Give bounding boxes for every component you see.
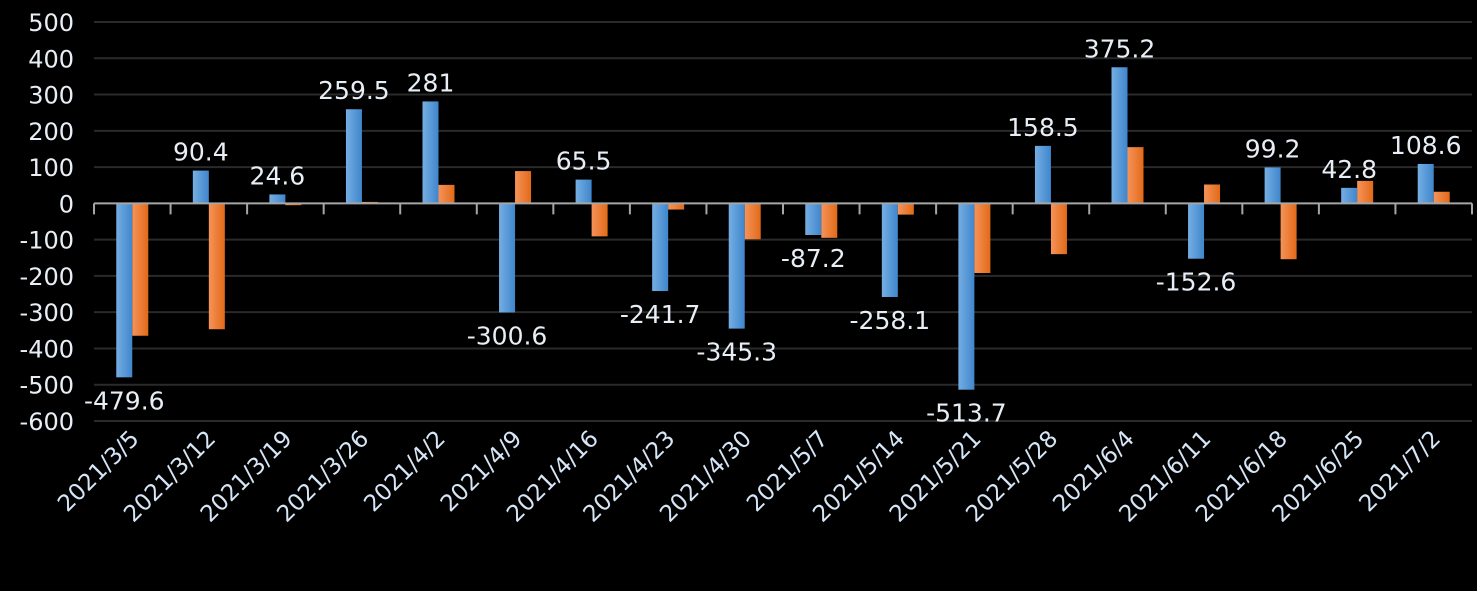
bar-series-1: [1188, 203, 1205, 259]
bar-series-1: [499, 203, 516, 313]
data-label: -345.3: [696, 338, 777, 367]
bar-series-1: [652, 203, 669, 292]
data-label: 108.6: [1390, 131, 1462, 160]
data-label: -152.6: [1156, 268, 1237, 297]
y-tick-label: 200: [28, 118, 74, 146]
bar-series-2: [1357, 180, 1374, 204]
bar-series-1: [345, 109, 362, 204]
bars: [116, 67, 1450, 390]
bar-series-1: [1264, 167, 1281, 204]
y-tick-label: 0: [59, 190, 74, 218]
bar-series-2: [208, 203, 225, 330]
data-label: 24.6: [250, 161, 306, 190]
data-label: -87.2: [781, 244, 846, 273]
bar-series-1: [1111, 67, 1128, 204]
bar-series-1: [1034, 145, 1051, 204]
y-axis: 500 400 300 200 100 0 -100 -200 -300 -400 -500 -600: [20, 9, 74, 436]
data-label: 42.8: [1321, 155, 1377, 184]
data-label: -300.6: [467, 321, 548, 350]
bar-series-1: [116, 203, 133, 378]
data-label: -258.1: [850, 306, 931, 335]
data-label: 375.2: [1084, 34, 1156, 63]
bar-series-1: [1341, 187, 1358, 204]
x-tick-label: 2021/4/2: [359, 426, 450, 517]
data-label: 90.4: [173, 138, 229, 167]
bar-series-2: [1204, 184, 1221, 204]
y-tick-label: -400: [20, 335, 74, 363]
y-tick-label: -600: [20, 408, 74, 436]
data-label: 259.5: [318, 76, 390, 105]
y-tick-label: 500: [28, 9, 74, 37]
bar-series-2: [821, 203, 838, 238]
bar-series-1: [728, 203, 745, 329]
data-label: 99.2: [1245, 134, 1301, 163]
bar-series-1: [805, 203, 822, 235]
y-tick-label: -500: [20, 372, 74, 400]
bar-series-2: [1127, 147, 1144, 204]
data-label: 158.5: [1007, 113, 1079, 142]
bar-series-2: [515, 171, 532, 204]
bar-series-1: [1417, 163, 1434, 204]
bar-series-2: [744, 203, 761, 240]
data-labels: -479.6 90.4 24.6 259.5 281 -300.6 65.5 -241.7 -3…: [84, 34, 1462, 427]
y-tick-label: 400: [28, 45, 74, 73]
y-tick-label: 300: [28, 82, 74, 110]
y-tick-label: -300: [20, 299, 74, 327]
data-label: -479.6: [84, 386, 165, 415]
bar-series-2: [897, 203, 914, 215]
gridlines: [94, 21, 1472, 422]
bar-series-1: [422, 101, 439, 204]
y-tick-label: 100: [28, 154, 74, 182]
bar-series-2: [1433, 191, 1450, 204]
bar-series-1: [958, 203, 975, 390]
data-label: -513.7: [926, 399, 1007, 428]
data-label: 65.5: [556, 147, 612, 176]
bar-series-2: [668, 203, 685, 210]
bar-series-1: [575, 179, 592, 204]
bar-series-2: [974, 203, 991, 274]
bar-series-2: [591, 203, 608, 237]
bar-series-2: [438, 184, 455, 204]
bar-series-1: [192, 170, 209, 204]
bar-series-2: [1280, 203, 1297, 260]
data-label: -241.7: [620, 300, 701, 329]
x-tick-label: 2021/7/2: [1355, 426, 1446, 517]
bar-series-2: [1050, 203, 1067, 255]
bar-series-2: [132, 203, 149, 336]
y-tick-label: -200: [20, 263, 74, 291]
bar-series-1: [269, 194, 286, 204]
bar-series-1: [881, 203, 898, 297]
y-tick-label: -100: [20, 227, 74, 255]
data-label: 281: [407, 68, 455, 97]
